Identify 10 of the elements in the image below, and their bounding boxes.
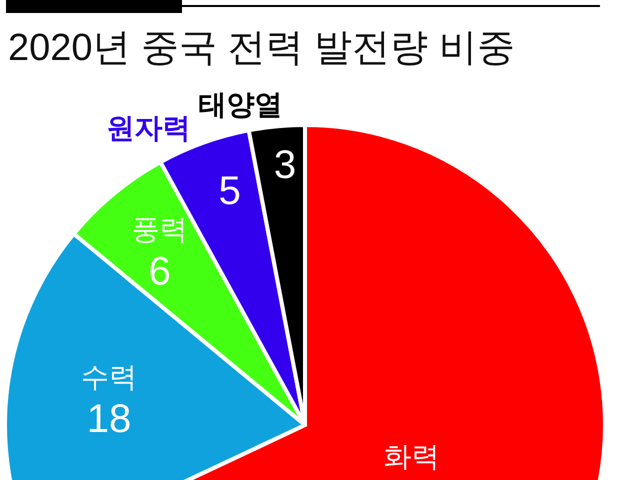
slice-label: 화력 bbox=[383, 440, 440, 472]
data-label: 3 bbox=[274, 142, 296, 187]
chart-title: 2020년 중국 전력 발전량 비중 bbox=[8, 27, 515, 69]
data-label: 18 bbox=[86, 396, 132, 441]
data-label: 5 bbox=[218, 168, 241, 213]
slice-label: 수력 bbox=[81, 361, 138, 392]
slice-label: 태양열 bbox=[198, 88, 282, 120]
data-label: 6 bbox=[148, 249, 171, 294]
slice-label: 풍력 bbox=[132, 214, 188, 245]
slice-label: 원자력 bbox=[106, 112, 190, 144]
